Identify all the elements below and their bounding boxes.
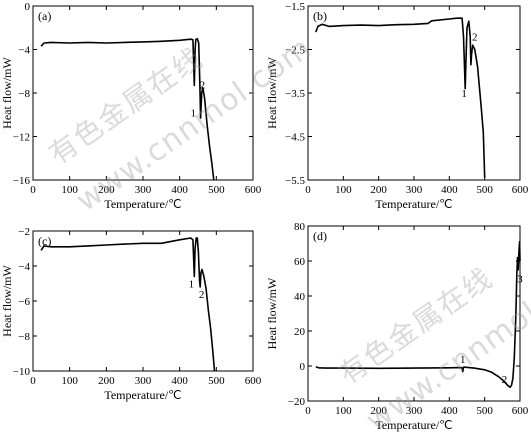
- peak-label: 3: [517, 274, 523, 286]
- peak-label: 1: [189, 279, 195, 291]
- x-axis-label: Temperature/℃: [375, 418, 452, 432]
- x-tick-label: 300: [135, 375, 152, 387]
- y-tick-label: 40: [294, 291, 306, 303]
- x-tick-label: 400: [441, 184, 458, 196]
- panel-a: 0 100 200 300 400 500 600 −16 −12 −8 −4 0 1 2 (a) Tempe…: [0, 0, 265, 216]
- plot-frame: [307, 225, 521, 402]
- x-axis-label: Temperature/℃: [375, 197, 452, 211]
- y-tick-label: −4: [18, 45, 30, 57]
- panel-label: (b): [313, 9, 327, 23]
- chart-c-svg: 0 100 200 300 400 500 600 −10 −8 −6 −4 −2 12 (c) Tempe…: [0, 226, 262, 402]
- y-tick-label: −1.5: [285, 1, 305, 13]
- panel-d: 0 100 200 300 400 500 600 −20 0 20 40 60 80 1 2 3 (d) Tem…: [265, 216, 531, 432]
- chart-b-svg: 0 100 200 300 400 500 600 −5.5 −4.5 −3.5 −2.5 −1.5 1…: [265, 1, 529, 211]
- series-line: [40, 37, 215, 181]
- peak-label: 2: [472, 31, 478, 43]
- y-tick-label: 60: [294, 256, 306, 268]
- y-axis-label: Heat flow/mW: [0, 265, 14, 337]
- peak-label: 1: [460, 354, 466, 366]
- peak-label: 2: [200, 79, 206, 91]
- y-axis-label: Heat flow/mW: [265, 57, 279, 129]
- y-axis-label: Heat flow/mW: [265, 277, 279, 349]
- x-tick-label: 600: [245, 375, 262, 387]
- y-tick-label: −2: [18, 226, 30, 238]
- chart-d-svg: 0 100 200 300 400 500 600−20020406080123(d)Tem…: [265, 221, 529, 432]
- x-tick-label: 500: [476, 405, 493, 417]
- peak-label: 2: [199, 289, 205, 301]
- x-tick-label: 600: [245, 184, 262, 196]
- y-tick-label: −4: [18, 261, 30, 273]
- x-tick-label: 600: [512, 405, 529, 417]
- x-tick-label: 600: [512, 184, 529, 196]
- x-tick-label: 0: [30, 184, 36, 196]
- x-tick-label: 200: [98, 184, 115, 196]
- y-tick-label: −8: [18, 331, 30, 343]
- x-tick-label: 400: [171, 375, 188, 387]
- series-line: [315, 17, 486, 178]
- plot-frame: [307, 5, 521, 181]
- y-tick-label: −20: [288, 396, 306, 408]
- y-tick-label: −5.5: [285, 175, 305, 187]
- y-tick-label: −6: [18, 296, 30, 308]
- plot-frame: [32, 230, 254, 372]
- x-tick-label: 400: [441, 405, 458, 417]
- x-tick-label: 100: [335, 405, 352, 417]
- chart-a-svg: 0 100 200 300 400 500 600 −16 −12 −8 −4 0 1 2 (a) Tempe…: [0, 1, 262, 211]
- y-tick-label: 0: [300, 361, 306, 373]
- x-tick-label: 500: [208, 184, 225, 196]
- panel-b: 0 100 200 300 400 500 600 −5.5 −4.5 −3.5 −2.5 −1.5 1…: [265, 0, 531, 216]
- x-axis-label: Temperature/℃: [104, 197, 181, 211]
- plot-frame: [32, 5, 254, 181]
- x-tick-label: 200: [370, 184, 387, 196]
- y-tick-label: 20: [294, 326, 306, 338]
- x-tick-label: 200: [98, 375, 115, 387]
- y-tick-label: −4.5: [285, 132, 305, 144]
- panel-label: (d): [313, 229, 327, 243]
- x-tick-label: 0: [30, 375, 36, 387]
- y-tick-label: −8: [18, 88, 30, 100]
- panel-label: (c): [38, 234, 51, 248]
- peak-label: 1: [461, 88, 467, 100]
- x-axis-label: Temperature/℃: [104, 388, 181, 402]
- x-tick-label: 200: [370, 405, 387, 417]
- y-tick-label: −10: [13, 366, 31, 378]
- series-line: [315, 241, 521, 389]
- x-tick-label: 0: [305, 405, 311, 417]
- peak-label: 1: [190, 108, 196, 120]
- y-tick-label: −12: [13, 132, 30, 144]
- y-tick-label: −2.5: [285, 45, 305, 57]
- y-tick-label: 0: [25, 1, 31, 13]
- panel-label: (a): [38, 9, 51, 23]
- x-tick-label: 100: [335, 184, 352, 196]
- y-tick-label: −16: [13, 175, 31, 187]
- y-axis-label: Heat flow/mW: [0, 57, 14, 129]
- x-tick-label: 500: [476, 184, 493, 196]
- x-tick-label: 100: [61, 184, 78, 196]
- series-line: [40, 237, 216, 372]
- y-tick-label: 80: [294, 221, 306, 233]
- x-tick-label: 300: [406, 184, 423, 196]
- x-tick-label: 100: [61, 375, 78, 387]
- x-tick-label: 300: [406, 405, 423, 417]
- x-tick-label: 0: [305, 184, 311, 196]
- x-tick-label: 300: [135, 184, 152, 196]
- x-tick-label: 400: [171, 184, 188, 196]
- x-tick-label: 500: [208, 375, 225, 387]
- y-tick-label: −3.5: [285, 88, 305, 100]
- peak-label: 2: [502, 374, 508, 386]
- panel-c: 0 100 200 300 400 500 600 −10 −8 −6 −4 −2 1 2 (c) Tempe…: [0, 216, 265, 432]
